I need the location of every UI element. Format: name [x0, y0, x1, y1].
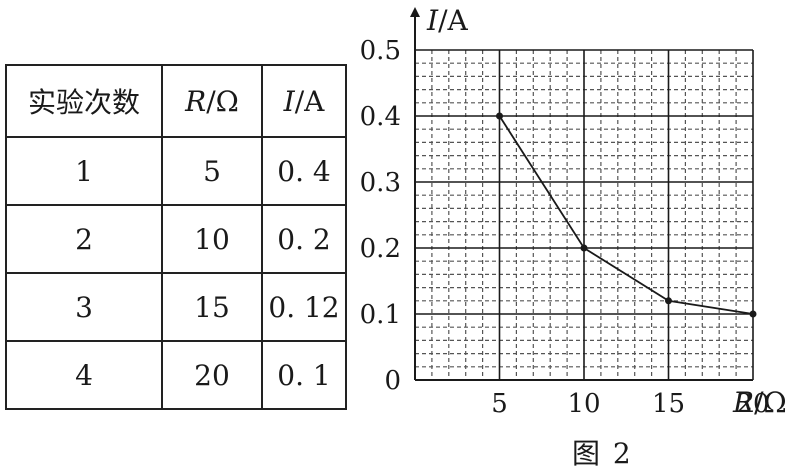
y-tick-label: 0.4: [360, 102, 401, 132]
table-cell: 0. 1: [261, 340, 347, 410]
x-tick-label: 10: [567, 389, 600, 419]
header-trial-count: 实验次数: [5, 64, 163, 138]
table-cell: 20: [161, 340, 263, 410]
y-axis-title: I/A: [426, 4, 468, 37]
data-series: [496, 112, 757, 318]
table-header-row: 实验次数 R/Ω I/A: [5, 64, 347, 138]
table-row: 2 10 0. 2: [5, 204, 347, 274]
table-cell: 0. 2: [261, 204, 347, 274]
table-cell: 15: [161, 272, 263, 342]
table-cell: 0. 4: [261, 136, 347, 206]
table-cell: 4: [5, 340, 163, 410]
data-point: [580, 244, 588, 252]
grid: [415, 49, 754, 380]
data-point: [749, 310, 757, 318]
header-current: I/A: [261, 64, 347, 138]
series-line: [498, 115, 754, 315]
data-point: [665, 297, 672, 305]
x-axis-title: R/Ω: [732, 386, 787, 419]
table-cell: 3: [5, 272, 163, 342]
table-cell: 10: [161, 204, 263, 274]
y-tick-label: 0.2: [360, 234, 401, 264]
table-cell: 2: [5, 204, 163, 274]
header-resistance: R/Ω: [161, 64, 263, 138]
x-tick-label: 20: [736, 389, 769, 419]
y-tick-label: 0.1: [360, 300, 401, 330]
axes: [410, 7, 753, 381]
y-tick-label: 0.3: [360, 168, 401, 198]
table-row: 4 20 0. 1: [5, 340, 347, 410]
table-cell: 0. 12: [261, 272, 347, 342]
table-row: 3 15 0. 12: [5, 272, 347, 342]
table-cell: 5: [161, 136, 263, 206]
tick-labels: 0 0.1 0.2 0.3 0.4 0.5 5 10 15 20 I/A R/Ω: [360, 4, 787, 419]
table-row: 1 5 0. 4: [5, 136, 347, 206]
figure-caption: 图 2: [572, 437, 633, 470]
data-point: [496, 112, 503, 120]
table-cell: 1: [5, 136, 163, 206]
x-tick-label: 5: [491, 389, 508, 419]
y-tick-label: 0: [384, 366, 401, 396]
y-tick-label: 0.5: [360, 36, 401, 66]
data-table: 实验次数 R/Ω I/A 1 5 0. 4 2 10 0. 2 3 15 0. …: [5, 64, 347, 410]
x-tick-label: 15: [652, 389, 685, 419]
